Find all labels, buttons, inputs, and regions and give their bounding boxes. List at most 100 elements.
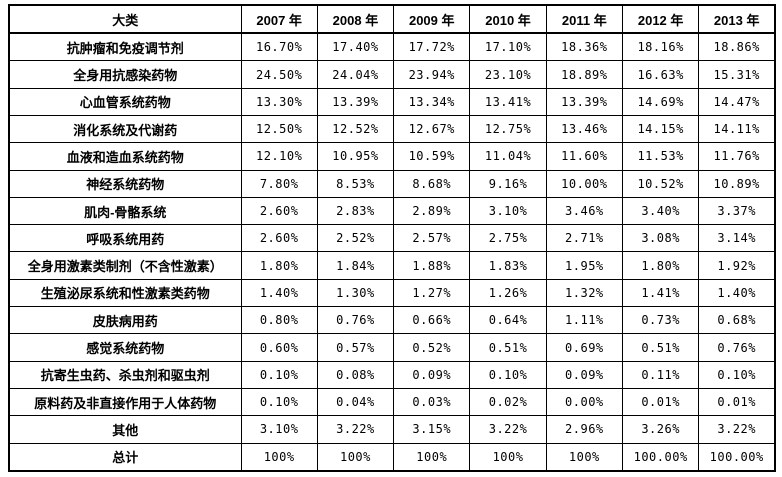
value-cell: 7.80% <box>240 169 318 198</box>
value-cell: 10.59% <box>393 142 471 171</box>
value-cell: 0.11% <box>621 360 700 389</box>
value-cell: 2.83% <box>316 196 395 226</box>
header-cell-year: 2008 年 <box>316 4 395 34</box>
category-cell: 总计 <box>8 442 242 472</box>
table-row: 肌肉-骨骼系统 2.60% 2.83% 2.89% 3.10% 3.46% 3.40% 3.3… <box>8 196 776 226</box>
value-cell: 1.40% <box>240 278 318 308</box>
value-cell: 13.30% <box>240 87 318 117</box>
header-cell-year: 2007 年 <box>240 4 318 34</box>
value-cell: 0.68% <box>698 306 776 335</box>
value-cell: 13.34% <box>393 87 471 117</box>
table-row: 神经系统药物 7.80% 8.53% 8.68% 9.16% 10.00% 10.52% 10… <box>8 169 776 198</box>
value-cell: 1.80% <box>621 251 700 280</box>
header-cell-year: 2013 年 <box>698 4 776 34</box>
table-row: 抗肿瘤和免疫调节剂 16.70% 17.40% 17.72% 17.10% 18.36% 1… <box>8 32 776 62</box>
table-row: 消化系统及代谢药 12.50% 12.52% 12.67% 12.75% 13.46% 14… <box>8 114 776 144</box>
value-cell: 0.09% <box>545 360 623 389</box>
value-cell: 8.68% <box>393 169 471 198</box>
value-cell: 18.86% <box>698 32 776 62</box>
header-cell-category: 大类 <box>8 4 242 34</box>
table-row: 血液和造血系统药物 12.10% 10.95% 10.59% 11.04% 11.60% 1… <box>8 142 776 171</box>
category-cell: 血液和造血系统药物 <box>8 142 242 171</box>
value-cell: 0.73% <box>621 306 700 335</box>
table-row: 皮肤病用药 0.80% 0.76% 0.66% 0.64% 1.11% 0.73% 0.68% <box>8 306 776 335</box>
value-cell: 12.52% <box>316 114 395 144</box>
header-cell-year: 2012 年 <box>621 4 700 34</box>
value-cell: 11.76% <box>698 142 776 171</box>
value-cell: 0.51% <box>621 333 700 362</box>
category-cell: 原料药及非直接作用于人体药物 <box>8 387 242 417</box>
value-cell: 10.89% <box>698 169 776 198</box>
value-cell: 0.09% <box>393 360 471 389</box>
value-cell: 100% <box>240 442 318 472</box>
value-cell: 3.26% <box>621 415 700 444</box>
value-cell: 0.00% <box>545 387 623 417</box>
value-cell: 100% <box>469 442 547 472</box>
value-cell: 3.37% <box>698 196 776 226</box>
value-cell: 17.10% <box>469 32 547 62</box>
value-cell: 18.16% <box>621 32 700 62</box>
value-cell: 100% <box>393 442 471 472</box>
value-cell: 2.57% <box>393 224 471 253</box>
value-cell: 100% <box>545 442 623 472</box>
value-cell: 0.10% <box>698 360 776 389</box>
value-cell: 8.53% <box>316 169 395 198</box>
value-cell: 0.52% <box>393 333 471 362</box>
category-cell: 肌肉-骨骼系统 <box>8 196 242 226</box>
value-cell: 18.89% <box>545 60 623 89</box>
category-cell: 生殖泌尿系统和性激素类药物 <box>8 278 242 308</box>
value-cell: 1.26% <box>469 278 547 308</box>
value-cell: 3.08% <box>621 224 700 253</box>
value-cell: 24.04% <box>316 60 395 89</box>
value-cell: 0.01% <box>621 387 700 417</box>
table-row: 其他 3.10% 3.22% 3.15% 3.22% 2.96% 3.26% 3.22% <box>8 415 776 444</box>
value-cell: 13.39% <box>316 87 395 117</box>
table-row: 总计 100% 100% 100% 100% 100% 100.00% 100.00% <box>8 442 776 472</box>
value-cell: 1.92% <box>698 251 776 280</box>
value-cell: 3.15% <box>393 415 471 444</box>
value-cell: 12.67% <box>393 114 471 144</box>
value-cell: 3.22% <box>316 415 395 444</box>
value-cell: 23.94% <box>393 60 471 89</box>
value-cell: 0.64% <box>469 306 547 335</box>
value-cell: 14.47% <box>698 87 776 117</box>
value-cell: 100.00% <box>698 442 776 472</box>
value-cell: 16.70% <box>240 32 318 62</box>
value-cell: 1.32% <box>545 278 623 308</box>
value-cell: 17.72% <box>393 32 471 62</box>
value-cell: 0.80% <box>240 306 318 335</box>
value-cell: 10.00% <box>545 169 623 198</box>
value-cell: 0.08% <box>316 360 395 389</box>
category-cell: 神经系统药物 <box>8 169 242 198</box>
value-cell: 0.04% <box>316 387 395 417</box>
value-cell: 3.14% <box>698 224 776 253</box>
table-row: 感觉系统药物 0.60% 0.57% 0.52% 0.51% 0.69% 0.51% 0.76… <box>8 333 776 362</box>
value-cell: 0.57% <box>316 333 395 362</box>
table-row: 呼吸系统用药 2.60% 2.52% 2.57% 2.75% 2.71% 3.08% 3.14… <box>8 224 776 253</box>
drug-category-share-table: 大类 2007 年 2008 年 2009 年 2010 年 2011 年 2012 年 20… <box>8 4 777 472</box>
value-cell: 1.88% <box>393 251 471 280</box>
value-cell: 100.00% <box>621 442 700 472</box>
value-cell: 14.15% <box>621 114 700 144</box>
table-row: 原料药及非直接作用于人体药物 0.10% 0.04% 0.03% 0.02% 0.00% 0… <box>8 387 776 417</box>
value-cell: 0.01% <box>698 387 776 417</box>
category-cell: 心血管系统药物 <box>8 87 242 117</box>
value-cell: 0.51% <box>469 333 547 362</box>
value-cell: 2.60% <box>240 224 318 253</box>
category-cell: 消化系统及代谢药 <box>8 114 242 144</box>
value-cell: 2.60% <box>240 196 318 226</box>
value-cell: 0.10% <box>240 360 318 389</box>
value-cell: 11.60% <box>545 142 623 171</box>
value-cell: 12.10% <box>240 142 318 171</box>
value-cell: 0.76% <box>316 306 395 335</box>
value-cell: 24.50% <box>240 60 318 89</box>
value-cell: 2.71% <box>545 224 623 253</box>
value-cell: 12.75% <box>469 114 547 144</box>
value-cell: 1.41% <box>621 278 700 308</box>
value-cell: 12.50% <box>240 114 318 144</box>
value-cell: 2.89% <box>393 196 471 226</box>
category-cell: 全身用抗感染药物 <box>8 60 242 89</box>
category-cell: 皮肤病用药 <box>8 306 242 335</box>
value-cell: 3.10% <box>469 196 547 226</box>
